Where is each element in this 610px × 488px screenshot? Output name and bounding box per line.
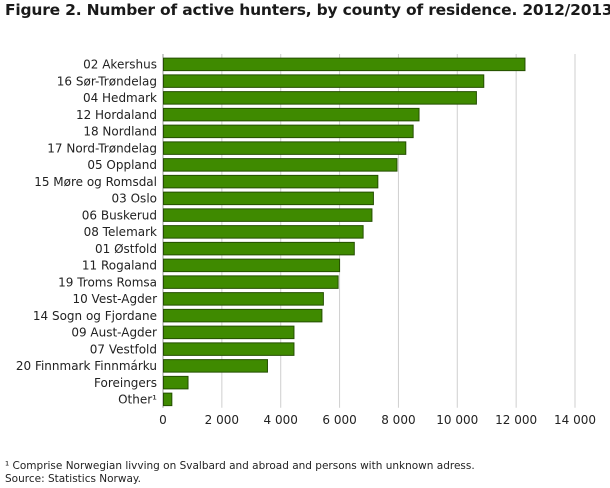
x-tick-label: 12 000 xyxy=(495,413,537,427)
category-label: 02 Akershus xyxy=(83,58,157,72)
bar xyxy=(163,158,398,172)
x-tick-label: 2 000 xyxy=(205,413,239,427)
bar xyxy=(163,74,485,88)
category-label: 11 Rogaland xyxy=(82,259,157,273)
x-tick-label: 0 xyxy=(159,413,167,427)
bar xyxy=(163,375,189,390)
category-label: Foreingers xyxy=(94,376,157,390)
category-labels: 02 Akershus 16 Sør-Trøndelag 04 Hedmark 12 … xyxy=(16,58,157,407)
category-label: 16 Sør-Trøndelag xyxy=(57,74,157,88)
bar xyxy=(163,57,526,72)
x-tick-label: 4 000 xyxy=(264,413,298,427)
category-label: 09 Aust-Agder xyxy=(71,326,157,340)
category-label: 19 Troms Romsa xyxy=(58,275,157,289)
category-label: 15 Møre og Romsdal xyxy=(34,175,157,189)
bar xyxy=(163,91,477,105)
category-label: 03 Oslo xyxy=(112,192,157,206)
bar xyxy=(163,359,268,373)
category-label: 06 Buskerud xyxy=(82,208,157,222)
x-tick-label: 6 000 xyxy=(322,413,356,427)
x-tick-label: 10 000 xyxy=(436,413,478,427)
category-label: 12 Hordaland xyxy=(76,108,157,122)
chart-title: Figure 2. Number of active hunters, by c… xyxy=(5,1,610,19)
bar xyxy=(163,174,379,189)
bar xyxy=(163,208,373,222)
bar xyxy=(163,342,295,356)
bar xyxy=(163,141,407,155)
bar xyxy=(163,124,414,139)
bar xyxy=(163,325,295,340)
category-label: 18 Nordland xyxy=(83,125,157,139)
category-label: 20 Finnmark Finnmárku xyxy=(16,359,157,373)
bar xyxy=(163,241,355,256)
bar xyxy=(163,191,374,206)
x-tick-label: 14 000 xyxy=(554,413,596,427)
bar xyxy=(163,107,420,122)
category-label: Other¹ xyxy=(118,393,157,407)
category-label: 10 Vest-Agder xyxy=(72,292,157,306)
category-label: 17 Nord-Trøndelag xyxy=(47,141,157,155)
bar xyxy=(163,308,323,323)
category-label: 07 Vestfold xyxy=(90,342,157,356)
category-label: 01 Østfold xyxy=(95,242,157,256)
bar xyxy=(163,225,364,239)
source-note: Source: Statistics Norway. xyxy=(5,473,141,485)
x-tick-label: 8 000 xyxy=(381,413,415,427)
bar xyxy=(163,292,324,306)
category-label: 04 Hedmark xyxy=(83,91,157,105)
bar xyxy=(163,258,341,273)
footnote: ¹ Comprise Norwegian livving on Svalbard… xyxy=(5,460,475,472)
bar xyxy=(163,275,339,289)
x-tick-labels: 0 2 000 4 000 6 000 8 000 10 000 12 000 14 000 xyxy=(159,413,596,427)
category-label: 14 Sogn og Fjordane xyxy=(33,309,157,323)
category-label: 05 Oppland xyxy=(87,158,157,172)
bar xyxy=(163,392,173,407)
bars xyxy=(163,57,526,407)
category-label: 08 Telemark xyxy=(84,225,157,239)
